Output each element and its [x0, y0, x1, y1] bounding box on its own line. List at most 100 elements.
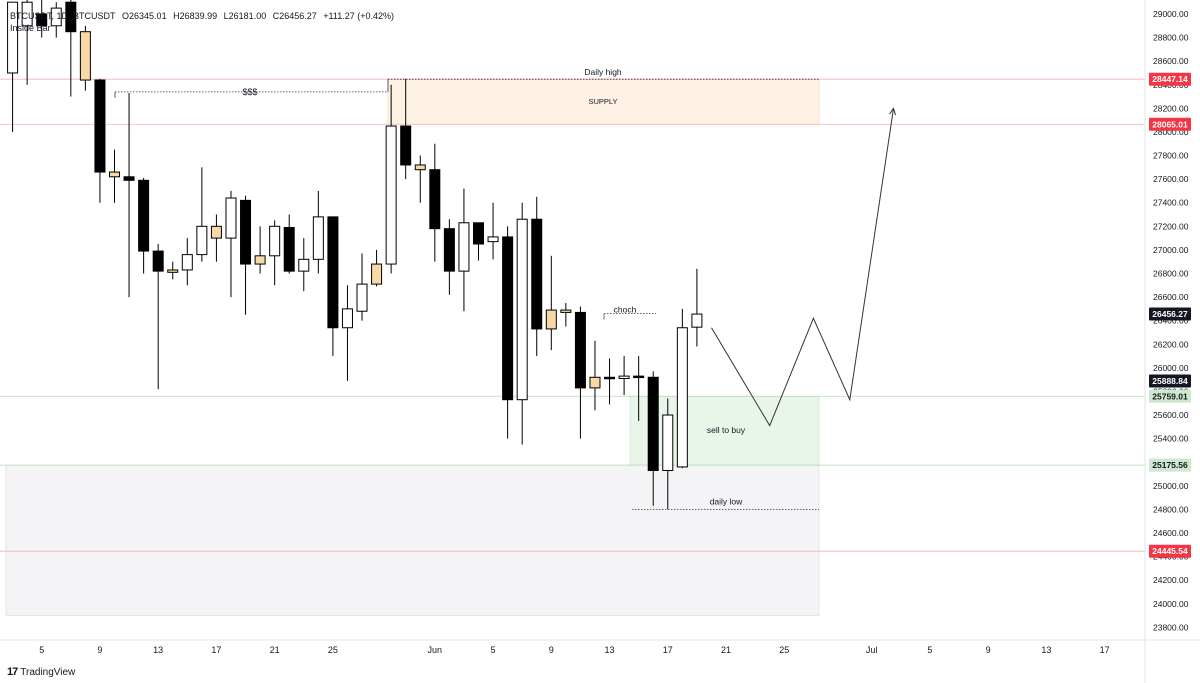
date-tick-label: 13 — [605, 645, 615, 655]
symbol-header: BTCUSDT, 1D, BTCUSDT O26345.01 H26839.99… — [10, 11, 398, 21]
price-label-box — [1149, 458, 1191, 472]
date-tick-label: 17 — [663, 645, 673, 655]
price-tick-label: 28000.00 — [1153, 127, 1189, 137]
price-label-box — [1149, 374, 1191, 388]
daily-high-label: Daily high — [584, 67, 622, 77]
candle-body — [429, 169, 441, 230]
price-label-text: 24445.54 — [1152, 546, 1188, 556]
price-tick-label: 27000.00 — [1153, 245, 1189, 255]
candle-body — [210, 225, 222, 239]
candle-body — [36, 13, 48, 27]
price-tick-label: 24000.00 — [1153, 599, 1189, 609]
price-label-box — [1149, 389, 1191, 403]
candle-body — [647, 376, 659, 471]
price-tick-label: 25000.00 — [1153, 481, 1189, 491]
date-tick-label: 13 — [1041, 645, 1051, 655]
projection-path — [711, 108, 894, 427]
candle-body — [400, 125, 412, 166]
candle-body — [21, 1, 33, 27]
price-tick-label: 26200.00 — [1153, 339, 1189, 349]
price-tick-label: 23800.00 — [1153, 622, 1189, 632]
candle-body — [531, 218, 543, 330]
price-label-text: 28447.14 — [1152, 74, 1188, 84]
date-tick-label: 25 — [779, 645, 789, 655]
candles-layer — [7, 0, 703, 510]
candle-body — [662, 414, 674, 471]
grey-zone — [5, 464, 820, 616]
price-tick-label: 25400.00 — [1153, 434, 1189, 444]
projection-arrowhead-icon — [889, 107, 897, 116]
candle-body — [385, 125, 397, 265]
tradingview-name: TradingView — [20, 666, 76, 678]
price-tick-label: 24200.00 — [1153, 575, 1189, 585]
date-tick-label: 17 — [211, 645, 221, 655]
price-label-box — [1149, 544, 1191, 558]
candle-body — [254, 255, 266, 265]
candle-body — [138, 179, 150, 252]
candle-body — [94, 79, 106, 173]
price-tick-label: 28800.00 — [1153, 33, 1189, 43]
candle-body — [167, 269, 179, 273]
indicator-label[interactable]: Inside Bar — [10, 23, 51, 33]
date-tick-label: 25 — [328, 645, 338, 655]
candle-body — [560, 309, 572, 313]
price-label-text: 25759.01 — [1152, 391, 1188, 401]
tradingview-branding[interactable]: 17 TradingView — [7, 666, 75, 678]
price-label-box — [1149, 117, 1191, 131]
price-axis[interactable]: 23800.0024000.0024200.0024400.0024600.00… — [1153, 9, 1189, 632]
date-tick-label: 5 — [491, 645, 496, 655]
candle-body — [327, 216, 339, 329]
price-tick-label: 28200.00 — [1153, 103, 1189, 113]
date-tick-label: 21 — [721, 645, 731, 655]
liquidity-label: $$$ — [242, 87, 257, 97]
price-label-box — [1149, 72, 1191, 86]
candle-body — [473, 222, 484, 245]
price-tick-label: 27600.00 — [1153, 174, 1189, 184]
date-tick-label: 9 — [549, 645, 554, 655]
candle-body — [196, 225, 208, 256]
candle-body — [109, 171, 120, 178]
candle-body — [589, 376, 601, 389]
price-tick-label: 29000.00 — [1153, 9, 1189, 19]
candle-body — [65, 1, 77, 33]
price-tick-label: 27400.00 — [1153, 198, 1189, 208]
tradingview-logo-icon: 17 — [7, 666, 18, 678]
candle-body — [458, 222, 470, 272]
candle-body — [283, 226, 295, 272]
price-tick-label: 25600.00 — [1153, 410, 1189, 420]
candle-body — [240, 199, 252, 265]
candle-body — [604, 376, 616, 380]
candle-body — [516, 218, 528, 401]
date-tick-label: Jul — [866, 645, 878, 655]
candle-body — [50, 7, 62, 27]
price-label-box — [1149, 307, 1191, 321]
candle-body — [414, 164, 426, 171]
close-value: C26456.27 — [272, 11, 317, 21]
choch-label: choch — [614, 305, 637, 315]
price-label-text: 25888.84 — [1152, 376, 1188, 386]
supply-zone — [387, 78, 820, 125]
annotations-layer: $$$ Daily high SUPPLY choch daily low sell to… — [114, 67, 897, 510]
price-label-text: 25175.56 — [1152, 460, 1188, 470]
candle-body — [443, 228, 455, 272]
zones-layer — [5, 78, 820, 616]
candle-body — [225, 197, 237, 239]
price-tick-label: 28600.00 — [1153, 56, 1189, 66]
candle-body — [691, 313, 703, 328]
candle-body — [152, 250, 164, 272]
candle-body — [633, 375, 645, 379]
low-value: L26181.00 — [223, 11, 267, 21]
time-axis[interactable]: 5 9 13 17 21 25 Jun 5 9 13 17 21 25 Jul 5 9 13 17 — [39, 645, 1109, 655]
open-value: O26345.01 — [122, 11, 167, 21]
price-tick-label: 27800.00 — [1153, 151, 1189, 161]
candle-body — [676, 327, 688, 468]
supply-label: SUPPLY — [588, 97, 617, 106]
candle-body — [487, 236, 499, 243]
date-tick-label: 21 — [270, 645, 280, 655]
candle-body — [79, 31, 91, 81]
candle-body — [502, 236, 514, 401]
price-tick-label: 26600.00 — [1153, 292, 1189, 302]
symbol-label: BTCUSDT, 1D, BTCUSDT — [10, 11, 116, 21]
price-tick-label: 26000.00 — [1153, 363, 1189, 373]
